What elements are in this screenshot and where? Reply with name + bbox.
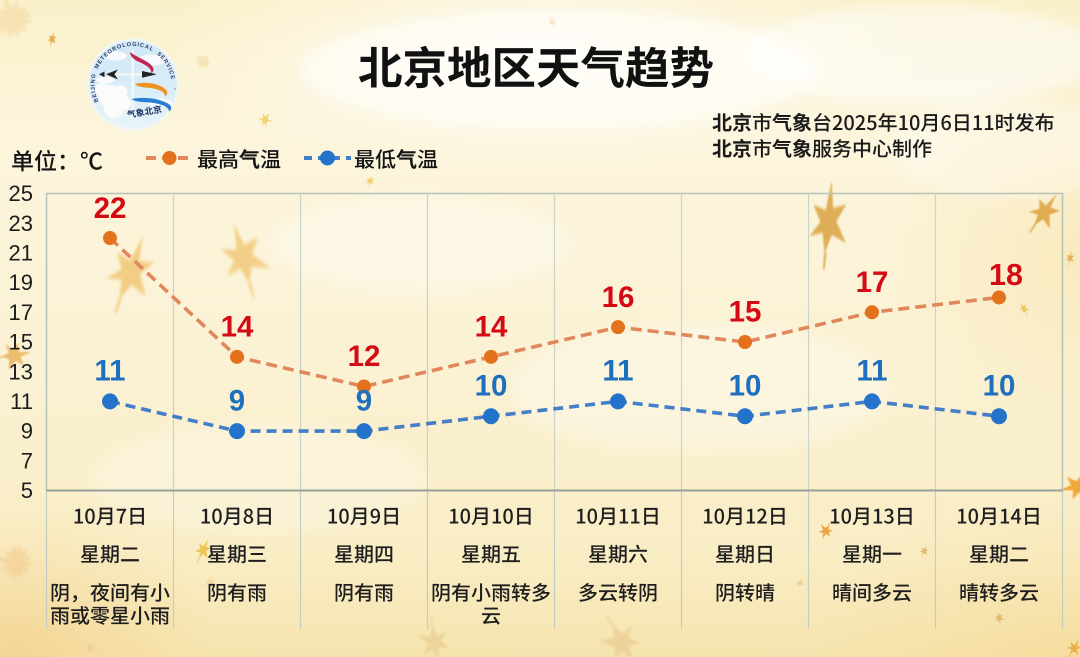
- svg-text:14: 14: [221, 311, 254, 344]
- svg-text:22: 22: [94, 192, 127, 225]
- svg-text:10: 10: [729, 370, 762, 403]
- svg-text:15: 15: [9, 330, 33, 355]
- svg-text:15: 15: [729, 296, 762, 329]
- svg-text:21: 21: [9, 241, 33, 266]
- svg-text:11: 11: [94, 355, 125, 388]
- svg-text:16: 16: [602, 281, 635, 314]
- svg-text:12: 12: [348, 340, 381, 373]
- svg-text:7: 7: [21, 448, 33, 473]
- svg-text:23: 23: [9, 211, 33, 236]
- svg-text:14: 14: [475, 311, 508, 344]
- svg-text:18: 18: [989, 258, 1023, 292]
- svg-text:9: 9: [356, 384, 372, 417]
- svg-text:17: 17: [856, 266, 889, 299]
- svg-text:9: 9: [229, 384, 245, 417]
- svg-text:19: 19: [9, 270, 33, 295]
- svg-text:5: 5: [21, 478, 33, 503]
- svg-text:11: 11: [10, 389, 33, 414]
- svg-text:11: 11: [602, 355, 633, 388]
- svg-text:10: 10: [983, 370, 1016, 403]
- svg-text:13: 13: [9, 359, 33, 384]
- svg-text:11: 11: [856, 355, 887, 388]
- svg-text:17: 17: [9, 300, 33, 325]
- svg-text:25: 25: [9, 181, 33, 206]
- svg-text:10: 10: [475, 370, 508, 403]
- svg-text:9: 9: [21, 419, 33, 444]
